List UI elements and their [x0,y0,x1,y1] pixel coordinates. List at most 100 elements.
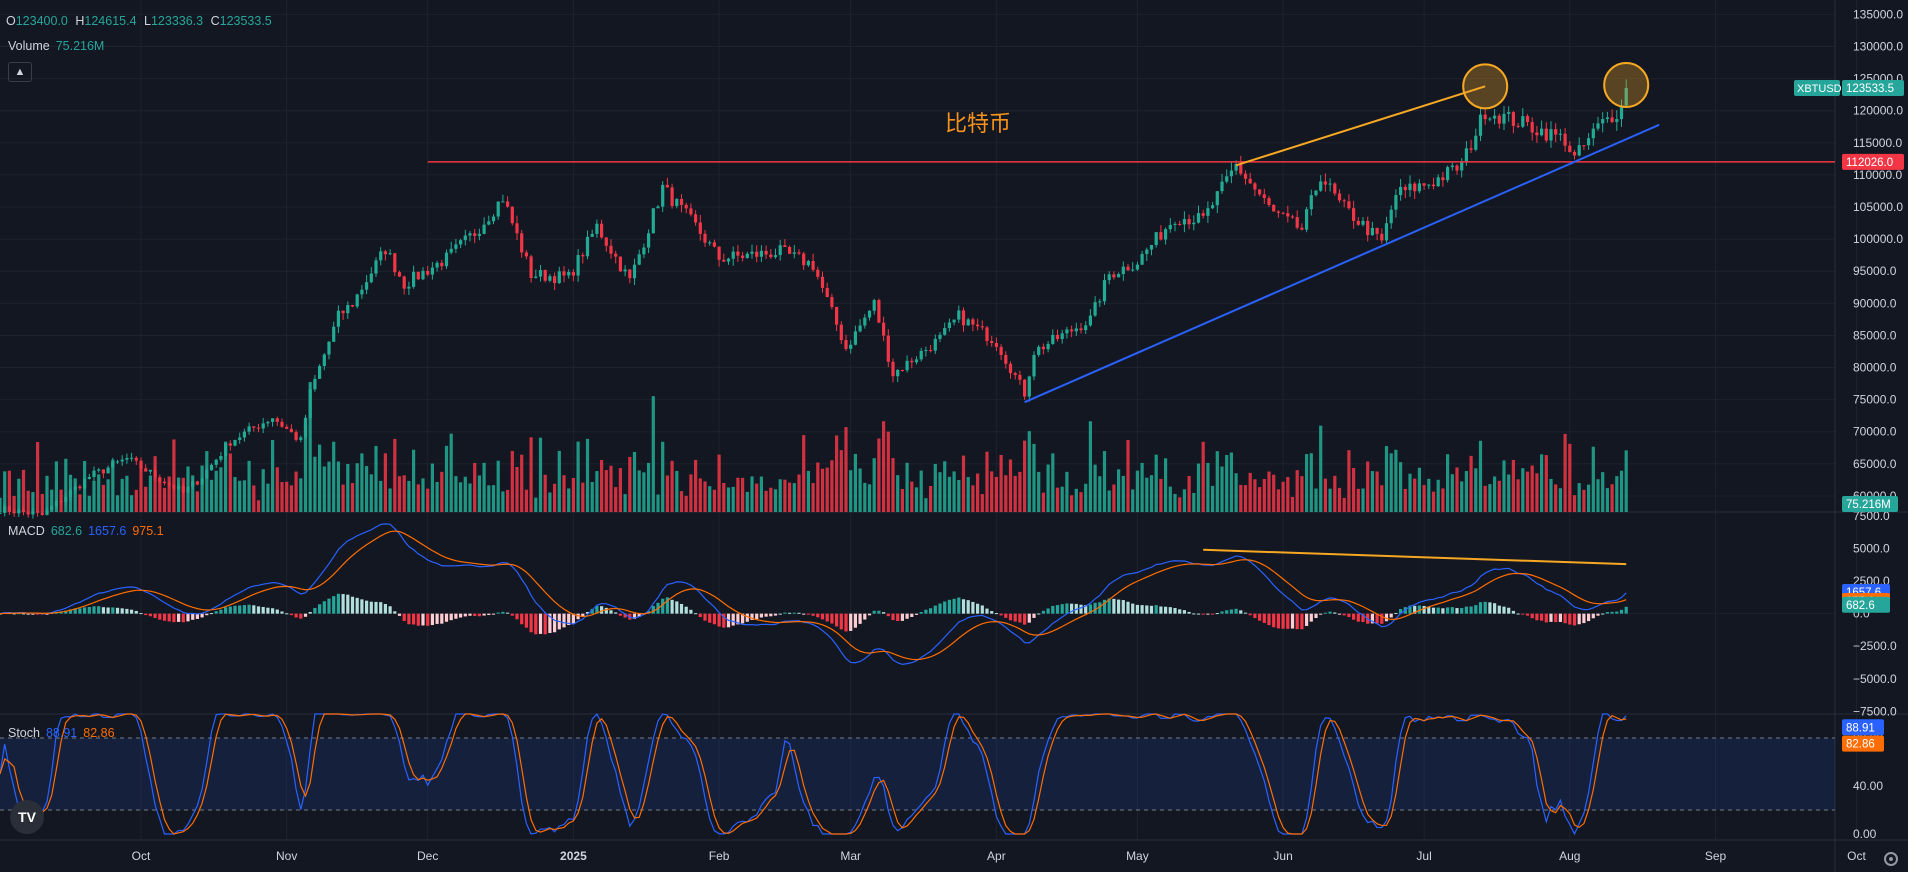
macd-hist-bar [158,613,162,620]
candle-body [647,233,651,248]
macd-hist-bar [1248,613,1252,616]
candle-body [426,270,430,275]
macd-hist-bar [1234,608,1238,614]
volume-bar [327,461,331,512]
macd-hist-bar [896,613,900,622]
macd-hist-bar [905,613,909,619]
tradingview-logo[interactable]: TV [10,800,44,834]
macd-hist-bar [877,610,881,614]
volume-badge: 75.216M [1842,496,1898,512]
macd-hist-bar [773,613,778,616]
candle-body [158,477,162,482]
volume-bar [430,463,434,512]
macd-hist-bar [614,612,618,614]
volume-bar [1446,454,1450,512]
volume-bar [684,495,688,512]
volume-bar [1290,496,1295,512]
macd-hist-bar [1267,613,1271,626]
candle-body [919,350,923,360]
candle-body [797,252,801,254]
macd-hist-bar [1469,606,1473,614]
time-tick-label: 2025 [560,849,587,863]
candle-body [576,255,580,276]
candle-body [520,233,524,253]
macd-hist-bar [162,613,167,621]
macd-hist-bar [637,613,641,617]
candle-body [1497,115,1501,124]
candle-body [501,201,505,203]
macd-hist-bar [252,605,256,614]
volume-bar [1441,488,1445,512]
candle-body [1469,148,1473,150]
macd-hist-bar [853,613,857,628]
candle-body [980,326,984,328]
macd-hist-bar [115,607,120,614]
macd-hist-bar [280,611,284,614]
candle-body [1446,167,1450,181]
macd-hist-bar [651,605,655,614]
settings-icon[interactable] [1884,852,1898,866]
candle-body [990,340,994,343]
candle-body [1408,183,1412,191]
volume-bar [863,482,867,512]
candle-body [689,208,693,215]
chevron-up-icon[interactable]: ▲ [8,62,32,82]
volume-bar [233,477,237,512]
volume-bar [1248,472,1252,512]
candle-body [416,271,420,280]
macd-hist-bar [435,613,439,624]
macd-hist-bar [943,601,947,614]
candle-series [0,79,1628,519]
volume-bar [45,475,49,512]
volume-bar [115,495,120,512]
candle-body [233,439,237,446]
volume-bar [557,450,561,512]
volume-bar [459,482,463,512]
macd-hist-bar [482,613,486,616]
volume-bar [694,459,698,512]
macd-hist-bar [543,613,547,635]
volume-bar [374,445,378,512]
candle-body [642,247,646,255]
candle-body [322,354,326,367]
candle-body [952,319,956,323]
volume-bar [783,479,787,512]
volume-bar [900,489,904,512]
macd-hist-bar [219,609,223,614]
macd-hist-bar [1008,613,1013,621]
volume-bar [167,476,171,512]
volume-bar [1370,471,1374,512]
volume-bar [7,470,11,512]
candle-body [1502,113,1506,124]
volume-bar [435,481,439,512]
macd-hist-bar [167,613,171,622]
volume-bar [623,494,627,512]
macd-series [0,523,1835,666]
macd-hist-bar [1446,607,1450,614]
macd-line [0,523,1627,666]
macd-hist-bar [1032,613,1036,618]
macd-hist-bar [473,613,477,617]
candle-body [783,245,787,247]
volume-bar [736,477,740,512]
macd-hist-bar [449,613,453,621]
volume-bar [1568,443,1572,512]
candle-body [1131,269,1135,271]
volume-bar [50,489,54,512]
candle-body [853,331,857,345]
volume-bar [313,456,317,512]
volume-bar [1164,458,1168,512]
candle-body [1615,119,1619,122]
volume-bar [1178,497,1182,512]
candle-body [191,481,195,487]
stoch-d-badge: 82.86 [1842,735,1884,752]
candle-body [529,256,533,278]
candle-body [266,421,270,424]
macd-hist-bar [788,612,792,614]
macd-hist-bar [1154,605,1158,614]
time-tick-label: Mar [840,849,861,863]
volume-bar [1342,497,1346,512]
volume-bar [853,453,857,512]
macd-hist-bar [604,607,608,614]
